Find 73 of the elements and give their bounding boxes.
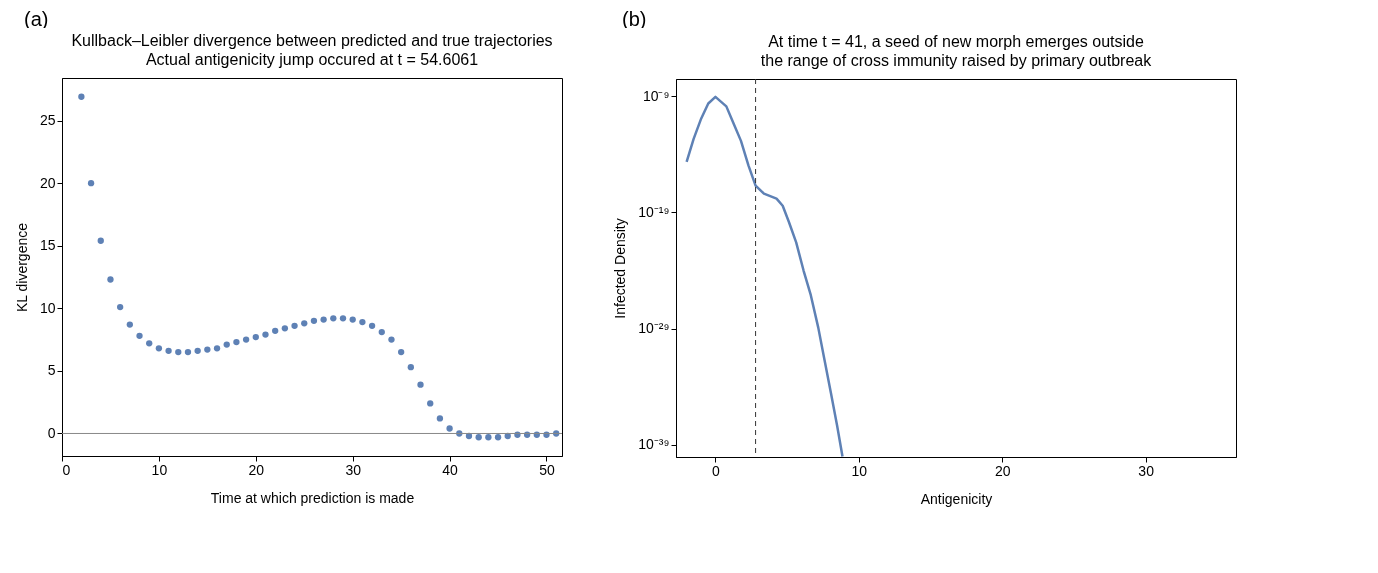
x-tick-label: 30 — [345, 461, 362, 478]
x-tick-label: 20 — [994, 462, 1011, 479]
x-tick-label: 0 — [62, 461, 71, 478]
point — [436, 415, 444, 422]
y-tick-label: 10⁻⁹ — [642, 87, 670, 104]
point — [223, 341, 230, 348]
chart-title: At time t = 41, a seed of new morph emerges outside — [768, 32, 1144, 50]
y-tick-label: 5 — [47, 362, 56, 379]
x-tick-label: 50 — [539, 461, 555, 478]
point — [349, 316, 356, 323]
point — [339, 315, 347, 322]
point — [368, 322, 376, 329]
point — [310, 317, 318, 324]
x-tick-label: 40 — [442, 461, 459, 478]
x-tick-label: 10 — [851, 462, 868, 479]
point — [281, 325, 289, 332]
y-tick-label: 10⁻³⁹ — [638, 436, 670, 453]
point — [146, 340, 153, 347]
y-axis-title: KL divergence — [13, 222, 30, 312]
point — [320, 316, 327, 323]
point — [446, 425, 453, 432]
point — [504, 432, 511, 440]
chart-subtitle: the range of cross immunity raised by primary outbreak — [760, 51, 1153, 69]
point — [107, 276, 114, 283]
point — [242, 336, 250, 343]
point — [485, 434, 492, 441]
point — [475, 434, 482, 441]
point — [262, 331, 269, 338]
point — [397, 348, 405, 356]
y-tick-label: 10⁻¹⁹ — [638, 203, 670, 220]
line-series — [685, 95, 844, 457]
x-tick-label: 10 — [151, 461, 168, 478]
x-tick-label: 0 — [712, 462, 721, 479]
point — [233, 338, 240, 346]
y-tick-label: 25 — [39, 112, 56, 129]
point — [388, 336, 395, 343]
x-tick-label: 20 — [248, 461, 265, 478]
x-tick-label: 30 — [1138, 462, 1155, 479]
point — [301, 320, 308, 327]
point — [272, 327, 279, 334]
y-axis-title: Infected Density — [612, 218, 629, 319]
point — [252, 333, 259, 341]
point — [213, 345, 221, 352]
chart-title: Kullback–Leibler divergence between predicted and true trajectories — [71, 32, 553, 49]
point — [407, 363, 414, 371]
point — [97, 237, 104, 244]
point — [330, 315, 337, 322]
y-tick-label: 15 — [39, 237, 56, 254]
point — [417, 381, 424, 388]
x-axis-title: Time at which prediction is made — [210, 489, 415, 506]
y-tick-label: 0 — [47, 424, 56, 441]
point — [427, 400, 434, 407]
point — [165, 347, 172, 355]
point — [155, 345, 163, 352]
point — [494, 434, 502, 441]
chart-subtitle: Actual antigenicity jump occured at t = 54.6061 — [145, 51, 479, 68]
y-tick-label: 10⁻²⁹ — [638, 320, 670, 337]
point — [126, 321, 133, 328]
point — [175, 348, 182, 356]
point — [465, 432, 473, 440]
point — [116, 303, 124, 311]
x-axis-title: Antigenicity — [920, 490, 993, 507]
point — [136, 332, 143, 339]
point — [204, 346, 211, 353]
point — [184, 348, 192, 356]
y-tick-label: 20 — [39, 174, 56, 191]
point — [87, 179, 95, 187]
point — [378, 328, 385, 336]
point — [78, 93, 85, 100]
y-tick-label: 10 — [39, 299, 56, 316]
point — [291, 322, 298, 329]
point — [194, 347, 201, 355]
point — [359, 318, 366, 326]
